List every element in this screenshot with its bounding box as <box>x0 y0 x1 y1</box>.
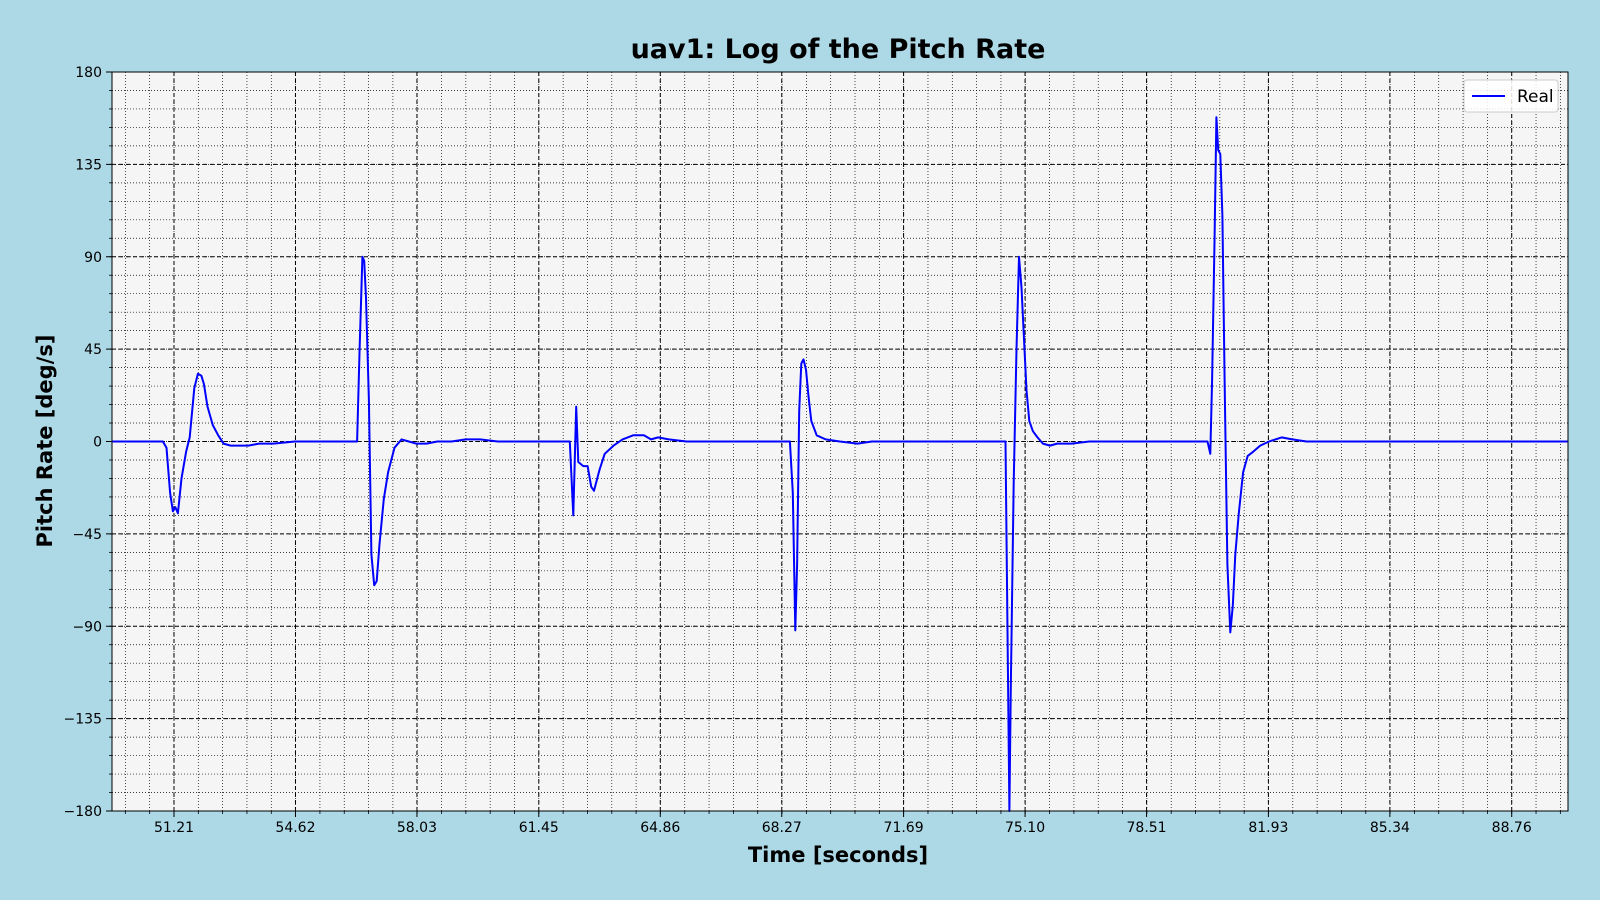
y-tick-label: −135 <box>64 712 102 728</box>
y-axis-label: Pitch Rate [deg/s] <box>33 335 57 548</box>
chart-title: uav1: Log of the Pitch Rate <box>631 34 1046 65</box>
x-tick-label: 71.69 <box>884 820 924 836</box>
y-tick-label: 135 <box>75 157 102 173</box>
legend-label-real: Real <box>1517 87 1554 107</box>
x-tick-label: 75.10 <box>1005 820 1045 836</box>
x-tick-label: 58.03 <box>397 820 437 836</box>
legend: Real <box>1464 80 1558 112</box>
x-tick-label: 81.93 <box>1248 820 1288 836</box>
x-tick-label: 85.34 <box>1370 820 1410 836</box>
plot-area <box>112 72 1568 811</box>
y-tick-label: 180 <box>75 65 102 81</box>
y-tick-label: −180 <box>64 804 102 820</box>
x-tick-label: 88.76 <box>1492 820 1532 836</box>
x-tick-label: 61.45 <box>519 820 559 836</box>
x-tick-label: 68.27 <box>762 820 802 836</box>
y-tick-label: 0 <box>93 435 102 451</box>
y-tick-label: 45 <box>84 342 102 358</box>
x-tick-label: 78.51 <box>1127 820 1167 836</box>
y-tick-label: 90 <box>84 250 102 266</box>
x-tick-label: 51.21 <box>154 820 194 836</box>
y-axis: −180 −135 −90 −45 0 45 90 135 180 <box>64 65 112 820</box>
x-tick-label: 54.62 <box>275 820 315 836</box>
x-axis-label: Time [seconds] <box>748 843 928 867</box>
y-tick-label: −45 <box>72 527 102 543</box>
x-tick-label: 64.86 <box>640 820 680 836</box>
x-axis: 51.21 54.62 58.03 61.45 64.86 68.27 71.69 75.10… <box>125 811 1560 836</box>
y-tick-label: −90 <box>72 619 102 635</box>
